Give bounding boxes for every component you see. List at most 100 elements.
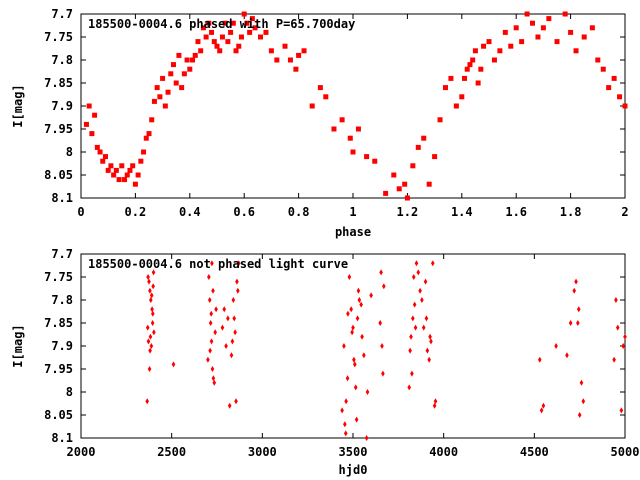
data-point xyxy=(102,154,108,160)
data-point xyxy=(360,333,364,340)
data-point xyxy=(410,370,414,377)
data-point xyxy=(247,29,253,35)
data-point xyxy=(214,43,220,49)
data-point xyxy=(184,57,190,63)
data-point xyxy=(409,333,413,340)
data-point xyxy=(481,43,487,49)
data-point xyxy=(347,135,353,141)
data-point xyxy=(346,310,350,317)
data-point xyxy=(568,29,574,35)
data-point xyxy=(437,117,443,123)
data-point xyxy=(200,25,206,31)
data-point xyxy=(350,149,356,155)
data-point xyxy=(429,338,433,345)
data-point xyxy=(100,158,106,164)
data-point xyxy=(352,356,356,363)
y-tick-label: 7.85 xyxy=(44,316,73,330)
data-point xyxy=(323,94,329,100)
data-point xyxy=(574,278,578,285)
data-point xyxy=(227,402,232,409)
axis-ticks: 0 0.2 0.4 0.6 0.8 1 1.2 1.4 1.6 1.8 2 7.7 7.75 7.8 7.8… xyxy=(44,7,629,219)
data-point xyxy=(565,352,569,359)
data-point xyxy=(414,260,419,267)
data-point xyxy=(448,75,454,81)
data-point xyxy=(210,260,214,267)
data-point xyxy=(92,112,98,118)
data-point xyxy=(151,98,157,104)
data-point xyxy=(207,297,212,303)
data-point xyxy=(380,343,384,349)
x-tick-label: 3500 xyxy=(339,445,368,459)
data-points xyxy=(83,11,628,201)
data-point xyxy=(160,75,166,81)
data-point xyxy=(423,278,428,285)
data-point xyxy=(428,333,432,340)
data-point xyxy=(619,407,624,414)
data-point xyxy=(190,57,196,63)
data-point xyxy=(293,66,299,72)
x-tick-label: 4500 xyxy=(520,445,549,459)
data-point xyxy=(478,66,484,72)
data-point xyxy=(210,366,215,372)
data-point xyxy=(209,338,214,345)
data-point xyxy=(148,287,152,294)
data-point xyxy=(568,320,573,326)
data-point xyxy=(413,324,418,331)
data-point xyxy=(408,347,412,354)
data-point xyxy=(347,274,352,280)
data-point xyxy=(546,16,552,22)
data-point xyxy=(412,301,417,308)
data-point xyxy=(470,57,476,63)
data-point xyxy=(539,407,544,414)
data-point xyxy=(150,306,154,313)
data-point xyxy=(364,435,369,441)
data-point xyxy=(356,287,361,294)
data-point xyxy=(349,306,353,313)
data-point xyxy=(287,57,293,63)
axis-ticks: 2000 2500 3000 3500 4000 4500 5000 7.7 7.75 7.8 7.… xyxy=(44,247,639,459)
data-point xyxy=(418,287,422,294)
x-tick-label: 0 xyxy=(77,205,84,219)
data-point xyxy=(411,274,416,280)
data-point xyxy=(301,48,307,54)
data-point xyxy=(176,52,182,58)
data-point xyxy=(213,329,217,336)
data-point xyxy=(404,195,410,201)
data-point xyxy=(581,34,587,40)
data-point xyxy=(355,315,360,322)
data-point xyxy=(415,144,421,150)
data-point xyxy=(268,48,274,54)
data-point xyxy=(203,34,209,40)
data-point xyxy=(426,181,432,187)
data-point xyxy=(576,320,580,326)
data-point xyxy=(258,34,264,40)
data-point xyxy=(157,94,163,100)
data-point xyxy=(614,297,618,303)
data-point xyxy=(236,287,240,294)
data-point xyxy=(467,62,473,68)
data-point xyxy=(353,384,358,391)
data-point xyxy=(173,80,179,86)
data-point xyxy=(181,71,187,77)
data-point xyxy=(364,154,370,160)
data-point xyxy=(562,11,568,17)
data-point xyxy=(355,126,361,132)
data-point xyxy=(611,75,617,81)
data-point xyxy=(122,177,128,183)
data-point xyxy=(617,94,623,100)
data-point xyxy=(151,269,156,276)
x-tick-label: 1.2 xyxy=(397,205,419,219)
data-point xyxy=(430,260,435,267)
data-point xyxy=(343,421,347,428)
y-tick-label: 7.75 xyxy=(44,270,73,284)
data-point xyxy=(433,398,438,405)
data-point xyxy=(187,66,193,72)
data-point xyxy=(145,324,150,331)
data-point xyxy=(198,48,204,54)
data-point xyxy=(622,103,628,109)
x-axis-label: phase xyxy=(335,225,371,239)
data-point xyxy=(192,52,198,58)
x-tick-label: 2000 xyxy=(67,445,96,459)
data-point xyxy=(208,347,212,354)
